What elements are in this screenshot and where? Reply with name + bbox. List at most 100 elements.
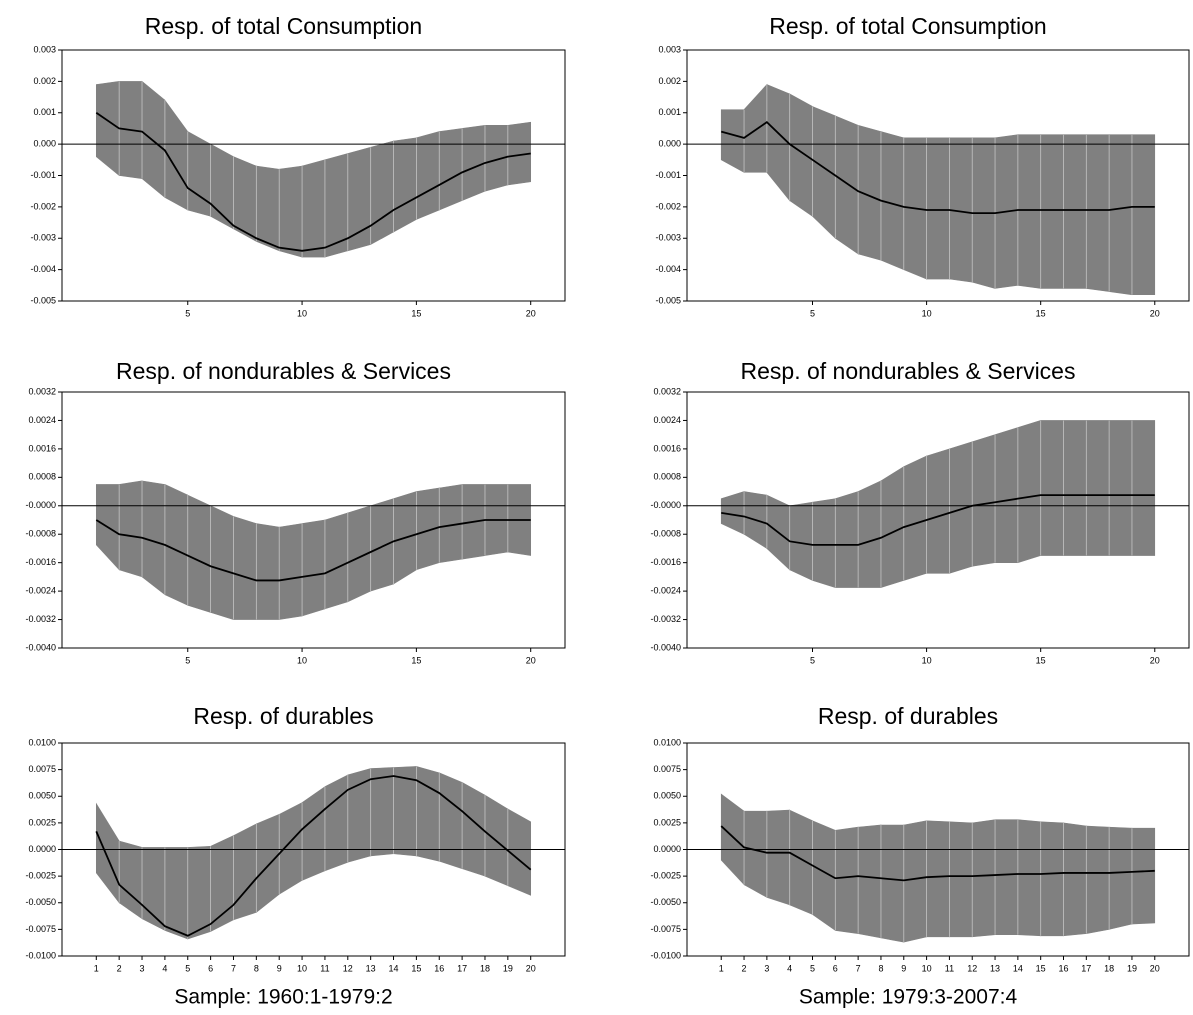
confidence-band [416,131,440,220]
confidence-band [324,774,349,872]
x-tick-label: 5 [185,655,190,665]
confidence-band [835,115,859,255]
panel-title: Resp. of durables [818,703,998,729]
x-tick-label: 10 [297,655,307,665]
y-tick-label: 0.0008 [653,472,681,482]
y-tick-label: 0.0000 [28,844,56,854]
confidence-band [1040,821,1064,937]
confidence-band [301,159,326,258]
x-tick-label: 5 [810,308,815,318]
confidence-band [812,498,836,588]
confidence-band [438,772,463,870]
x-tick-label: 13 [366,963,376,973]
confidence-band [880,131,905,271]
confidence-band [1086,825,1110,934]
x-tick-label: 19 [1127,963,1137,973]
y-tick-label: -0.0040 [25,642,56,652]
confidence-band [1040,420,1064,556]
confidence-band [507,808,532,896]
x-tick-label: 17 [1081,963,1091,973]
confidence-band [766,809,790,906]
y-tick-label: 0.0050 [28,791,56,801]
confidence-band [141,847,166,931]
y-tick-label: 0.0075 [28,764,56,774]
x-tick-label: 8 [254,963,259,973]
confidence-band [393,137,417,233]
x-tick-label: 7 [231,963,236,973]
confidence-band [1040,134,1064,289]
confidence-band [994,819,1019,936]
confidence-band [118,840,143,920]
confidence-band [347,768,371,863]
x-tick-label: 16 [1058,963,1068,973]
x-tick-label: 10 [922,308,932,318]
confidence-band [743,83,768,173]
y-tick-label: 0.003 [658,44,681,54]
x-tick-label: 11 [320,963,329,973]
confidence-band [256,165,280,252]
y-tick-label: -0.004 [655,264,681,274]
confidence-band [233,823,257,921]
y-tick-label: -0.0050 [650,897,681,907]
y-tick-label: 0.002 [658,76,681,86]
y-tick-label: -0.0075 [650,924,681,934]
y-tick-label: -0.005 [655,295,681,305]
confidence-band [164,847,189,940]
confidence-band [971,819,996,938]
y-tick-label: 0.0100 [28,737,56,747]
confidence-band [1131,827,1156,925]
confidence-band [95,81,120,177]
x-tick-label: 6 [208,963,213,973]
confidence-band [766,84,790,202]
confidence-band [256,813,280,913]
confidence-band [926,137,950,280]
x-tick-label: 15 [1036,655,1046,665]
confidence-band [903,455,927,581]
confidence-band [141,80,166,199]
y-tick-label: -0.0032 [25,614,56,624]
x-tick-label: 20 [1150,655,1160,665]
confidence-band [743,810,768,898]
y-tick-label: 0.0000 [653,844,681,854]
x-tick-label: 8 [878,963,883,973]
y-tick-label: -0.005 [30,295,56,305]
x-tick-label: 6 [833,963,838,973]
x-tick-label: 10 [922,963,932,973]
confidence-band [324,512,349,610]
confidence-band [370,140,394,246]
x-tick-label: 17 [457,963,467,973]
x-tick-label: 15 [1036,308,1046,318]
panel-title: Resp. of total Consumption [145,13,422,39]
x-tick-label: 4 [787,963,792,973]
x-tick-label: 1 [719,963,724,973]
plot-frame [686,391,1190,649]
y-tick-label: 0.0025 [653,817,681,827]
y-tick-label: 0.0024 [28,415,56,425]
confidence-band [949,821,973,938]
y-tick-label: 0.0100 [653,737,681,747]
confidence-band [720,109,745,173]
confidence-band [1063,134,1087,289]
x-tick-label: 4 [162,963,167,973]
y-tick-label: -0.0008 [650,529,681,539]
confidence-band [880,466,905,588]
confidence-band [1063,420,1087,556]
x-tick-label: 20 [526,963,536,973]
x-tick-label: 3 [140,963,145,973]
confidence-band [789,93,813,217]
confidence-band [95,802,120,904]
y-tick-label: 0.002 [33,76,56,86]
x-tick-label: 12 [967,963,977,973]
x-tick-label: 18 [480,963,490,973]
x-tick-label: 15 [411,963,421,973]
y-tick-label: -0.004 [30,264,56,274]
y-tick-label: -0.0000 [25,500,56,510]
x-tick-label: 18 [1104,963,1114,973]
y-tick-label: 0.0008 [28,472,56,482]
x-tick-label: 5 [185,963,190,973]
y-tick-label: 0.0016 [28,443,56,453]
panel-title: Resp. of nondurables & Services [741,358,1076,384]
sample-caption: Sample: 1979:3-2007:4 [799,986,1018,1009]
